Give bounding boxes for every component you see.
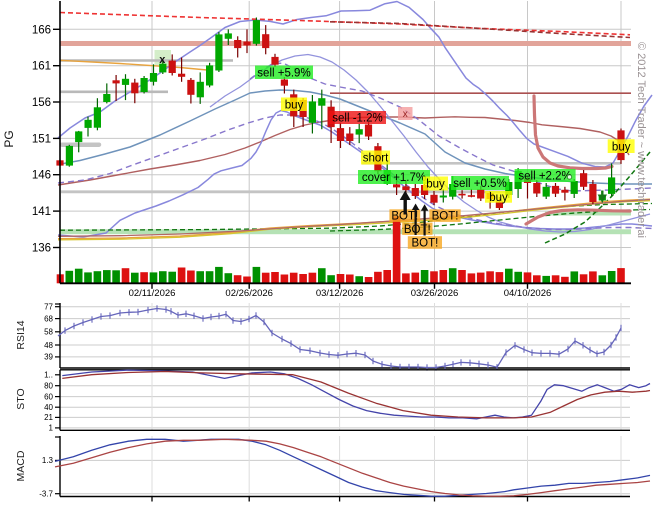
- svg-text:03/12/2026: 03/12/2026: [316, 288, 364, 299]
- svg-text:sell -1.2%: sell -1.2%: [332, 113, 383, 125]
- svg-text:x: x: [159, 54, 166, 66]
- svg-text:141: 141: [32, 206, 51, 218]
- svg-text:RSI14: RSI14: [15, 320, 27, 349]
- svg-text:80: 80: [44, 382, 53, 391]
- svg-text:MACD: MACD: [15, 450, 27, 481]
- svg-text:02/26/2026: 02/26/2026: [225, 288, 273, 299]
- svg-text:02/11/2026: 02/11/2026: [129, 288, 176, 299]
- svg-text:buy: buy: [285, 99, 304, 111]
- svg-text:STO: STO: [15, 388, 27, 409]
- svg-text:sell +2.2%: sell +2.2%: [518, 171, 571, 183]
- svg-text:136: 136: [32, 243, 51, 255]
- svg-text:buy: buy: [426, 179, 445, 191]
- svg-text:68: 68: [44, 314, 53, 323]
- svg-text:sell +5.9%: sell +5.9%: [257, 67, 310, 79]
- svg-text:BOT!: BOT!: [391, 211, 418, 223]
- svg-text:156: 156: [32, 97, 51, 109]
- svg-text:buy: buy: [489, 192, 508, 204]
- svg-text:21: 21: [44, 413, 53, 422]
- svg-text:PG: PG: [2, 130, 16, 147]
- svg-text:60: 60: [44, 392, 53, 401]
- svg-text:77: 77: [44, 303, 53, 312]
- svg-text:146: 146: [32, 170, 51, 182]
- svg-text:short: short: [363, 153, 389, 165]
- svg-text:1: 1: [49, 424, 54, 433]
- svg-text:166: 166: [32, 24, 51, 36]
- svg-text:sell +0.5%: sell +0.5%: [453, 178, 506, 190]
- svg-text:cover +1.7%: cover +1.7%: [362, 172, 426, 184]
- svg-text:04/10/2026: 04/10/2026: [504, 288, 552, 299]
- svg-text:-3.7: -3.7: [39, 490, 53, 499]
- svg-text:1.3: 1.3: [42, 456, 54, 465]
- svg-text:1..: 1..: [44, 371, 53, 380]
- svg-text:40: 40: [44, 403, 53, 412]
- svg-text:39: 39: [44, 353, 53, 362]
- svg-text:© 2012 Tech Trader ~ www.techt: © 2012 Tech Trader ~ www.techtrader.ai: [635, 42, 647, 238]
- svg-text:151: 151: [32, 133, 51, 145]
- svg-text:161: 161: [32, 61, 51, 73]
- svg-text:48: 48: [44, 341, 53, 350]
- svg-text:03/26/2026: 03/26/2026: [411, 288, 459, 299]
- svg-text:BOT!: BOT!: [432, 211, 459, 223]
- svg-text:buy: buy: [612, 141, 631, 153]
- svg-text:BOT!: BOT!: [404, 224, 431, 236]
- svg-text:BOT!: BOT!: [411, 238, 438, 250]
- svg-text:x: x: [403, 109, 408, 120]
- svg-text:58: 58: [44, 328, 53, 337]
